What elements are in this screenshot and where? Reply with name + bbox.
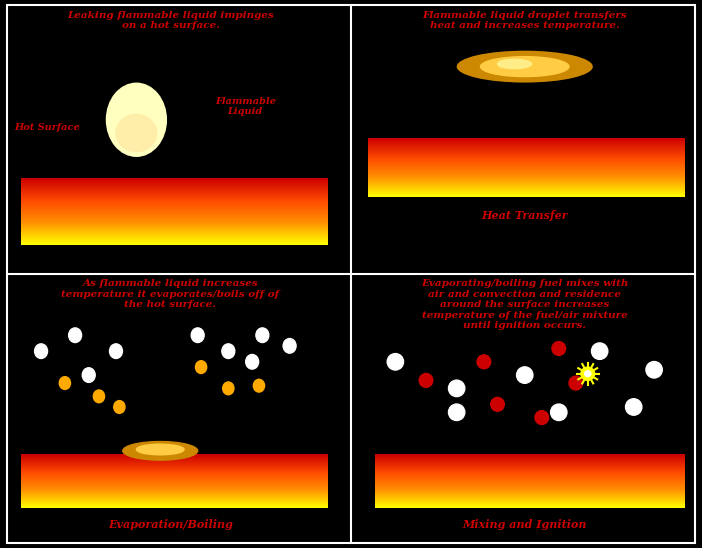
Ellipse shape (585, 371, 591, 376)
Ellipse shape (535, 410, 548, 425)
Ellipse shape (246, 355, 258, 369)
Ellipse shape (116, 115, 157, 152)
Ellipse shape (480, 56, 569, 77)
Ellipse shape (82, 368, 95, 383)
Ellipse shape (283, 339, 296, 353)
Text: Leaking flammable liquid impinges
on a hot surface.: Leaking flammable liquid impinges on a h… (67, 11, 274, 30)
Ellipse shape (106, 83, 167, 157)
Ellipse shape (569, 376, 583, 390)
Ellipse shape (256, 328, 269, 342)
Ellipse shape (498, 59, 531, 68)
Ellipse shape (517, 367, 533, 383)
Ellipse shape (59, 376, 70, 390)
Text: As flammable liquid increases
temperature it evaporates/boils off of
the hot sur: As flammable liquid increases temperatur… (61, 279, 279, 309)
Ellipse shape (34, 344, 48, 358)
Text: Mixing and Ignition: Mixing and Ignition (463, 518, 587, 529)
Text: Heat Transfer: Heat Transfer (482, 210, 568, 221)
Ellipse shape (253, 379, 265, 392)
Ellipse shape (123, 442, 198, 460)
Ellipse shape (69, 328, 81, 342)
Text: Flammable
Liquid: Flammable Liquid (215, 97, 276, 116)
Text: Flammable liquid droplet transfers
heat and increases temperature.: Flammable liquid droplet transfers heat … (423, 11, 627, 30)
Ellipse shape (195, 361, 206, 374)
Ellipse shape (223, 382, 234, 395)
Ellipse shape (457, 50, 593, 83)
Ellipse shape (222, 344, 234, 358)
Ellipse shape (136, 444, 184, 455)
Text: Evaporating/boiling fuel mixes with
air and convection and residence
around the : Evaporating/boiling fuel mixes with air … (421, 279, 628, 330)
Ellipse shape (491, 397, 504, 411)
Ellipse shape (550, 404, 567, 420)
Ellipse shape (388, 353, 404, 370)
Ellipse shape (419, 374, 433, 387)
Ellipse shape (625, 399, 642, 415)
Ellipse shape (110, 344, 122, 358)
Text: Hot Surface: Hot Surface (14, 123, 79, 132)
Ellipse shape (93, 390, 105, 403)
Ellipse shape (552, 341, 566, 356)
Ellipse shape (646, 362, 662, 378)
Ellipse shape (449, 404, 465, 420)
Ellipse shape (477, 355, 491, 369)
Ellipse shape (449, 380, 465, 397)
Ellipse shape (114, 401, 125, 413)
Ellipse shape (581, 367, 595, 380)
Text: Evaporation/Boiling: Evaporation/Boiling (108, 518, 233, 529)
Ellipse shape (191, 328, 204, 342)
Ellipse shape (592, 343, 608, 359)
